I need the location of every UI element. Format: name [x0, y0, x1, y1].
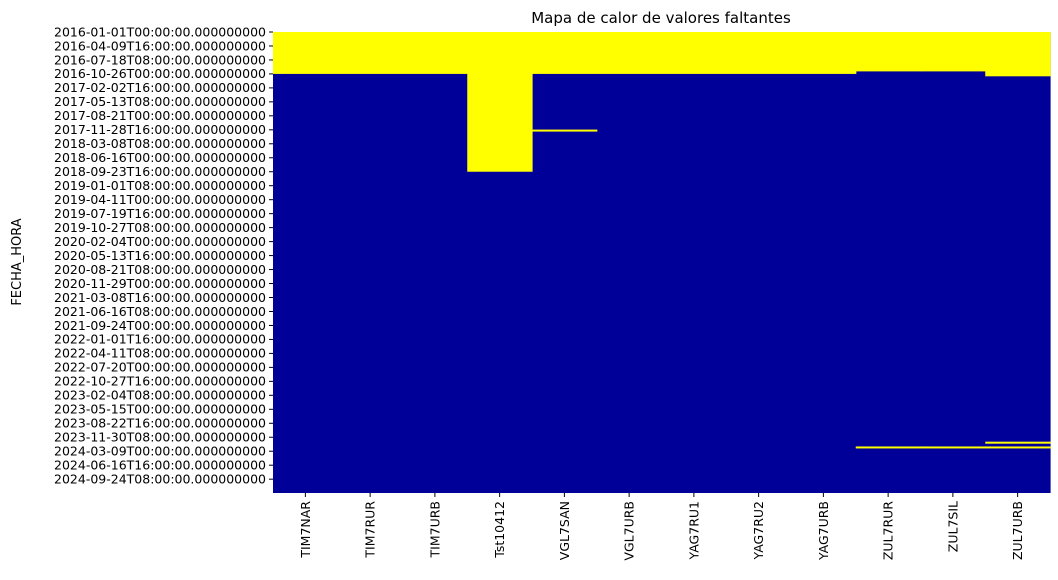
heatmap-column-vgl7urb [596, 32, 663, 493]
y-tick-label: 2022-04-11T08:00:00.000000000 [54, 346, 266, 361]
missing-band-zul7urb [985, 441, 1051, 444]
y-tick-label: 2019-10-27T08:00:00.000000000 [54, 220, 266, 235]
y-tick-label: 2023-05-15T00:00:00.000000000 [54, 402, 266, 417]
missing-band-yag7ru2 [726, 32, 792, 74]
y-tick-label: 2018-03-08T08:00:00.000000000 [54, 136, 266, 151]
y-tick-label: 2018-09-23T16:00:00.000000000 [54, 164, 266, 179]
x-tick-label-tim7nar: TIM7NAR [298, 501, 313, 559]
missing-band-tim7rur [337, 32, 404, 74]
y-tick-label: 2021-09-24T00:00:00.000000000 [54, 318, 266, 333]
y-tick-label: 2019-01-01T08:00:00.000000000 [54, 178, 266, 193]
y-tick-label: 2017-08-21T00:00:00.000000000 [54, 108, 266, 123]
chart-title: Mapa de calor de valores faltantes [531, 9, 791, 27]
x-axis-ticks: TIM7NAR TIM7RUR TIM7URB Tst10412 VGL7SAN VGL7… [298, 493, 1025, 561]
y-tick-label: 2021-03-08T16:00:00.000000000 [54, 290, 266, 305]
heatmap-column-zul7urb [985, 32, 1051, 493]
y-tick-label: 2020-11-29T00:00:00.000000000 [54, 276, 266, 291]
heatmap-column-yag7ru2 [726, 32, 792, 493]
heatmap-column-zul7rur [855, 32, 922, 493]
y-tick-label: 2024-03-09T00:00:00.000000000 [54, 444, 266, 459]
x-tick-label-zul7rur: ZUL7RUR [881, 501, 896, 560]
missing-band-zul7rur [855, 446, 922, 449]
x-tick-label-zul7urb: ZUL7URB [1010, 501, 1025, 560]
x-tick-label-tst10412: Tst10412 [492, 501, 507, 559]
y-tick-label: 2020-08-21T08:00:00.000000000 [54, 262, 266, 277]
y-tick-label: 2019-07-19T16:00:00.000000000 [54, 206, 266, 221]
y-tick-label: 2023-11-30T08:00:00.000000000 [54, 430, 266, 445]
y-tick-label: 2019-04-11T00:00:00.000000000 [54, 192, 266, 207]
heatmap-column-vgl7san [532, 32, 598, 493]
y-tick-label: 2016-01-01T00:00:00.000000000 [54, 24, 266, 39]
heatmap-cells [273, 32, 1051, 493]
heatmap-column-zul7sil [920, 32, 986, 493]
y-tick-label: 2017-02-02T16:00:00.000000000 [54, 80, 266, 95]
y-tick-label: 2016-04-09T16:00:00.000000000 [54, 38, 266, 53]
y-axis-ticks: 2016-01-01T00:00:00.0000000002016-04-09T… [54, 24, 273, 486]
x-tick-label-yag7ru2: YAG7RU2 [751, 501, 766, 560]
y-tick-label: 2023-02-04T08:00:00.000000000 [54, 388, 266, 403]
missing-band-zul7urb [985, 32, 1051, 77]
x-tick-label-zul7sil: ZUL7SIL [945, 501, 960, 552]
missing-band-yag7urb [791, 32, 857, 74]
y-axis-label: FECHA_HORA [10, 218, 25, 305]
y-tick-label: 2018-06-16T00:00:00.000000000 [54, 150, 266, 165]
y-tick-label: 2017-11-28T16:00:00.000000000 [54, 122, 266, 137]
heatmap-column-tim7rur [337, 32, 404, 493]
missing-band-vgl7san [532, 129, 598, 132]
y-tick-label: 2024-09-24T08:00:00.000000000 [54, 471, 266, 486]
x-tick-label-tim7rur: TIM7RUR [363, 501, 378, 559]
x-tick-label-vgl7urb: VGL7URB [622, 501, 637, 561]
missing-value-bands [273, 32, 1051, 449]
y-tick-label: 2016-10-26T00:00:00.000000000 [54, 66, 266, 81]
missing-band-vgl7san [532, 32, 598, 74]
missing-band-zul7sil [920, 446, 986, 449]
y-tick-label: 2022-01-01T16:00:00.000000000 [54, 332, 266, 347]
heatmap-column-tim7urb [402, 32, 468, 493]
missing-band-tim7urb [402, 32, 468, 74]
missing-band-yag7ru1 [661, 32, 727, 74]
missing-band-zul7sil [920, 32, 986, 72]
x-tick-label-vgl7san: VGL7SAN [557, 501, 572, 560]
y-tick-label: 2024-06-16T16:00:00.000000000 [54, 457, 266, 472]
heatmap-column-yag7urb [791, 32, 857, 493]
y-tick-label: 2023-08-22T16:00:00.000000000 [54, 416, 266, 431]
y-tick-label: 2022-10-27T16:00:00.000000000 [54, 374, 266, 389]
x-tick-label-yag7urb: YAG7URB [816, 501, 831, 561]
missing-band-tst10412 [467, 32, 533, 172]
missing-band-tim7nar [273, 32, 339, 74]
missing-band-zul7rur [855, 32, 922, 72]
x-tick-label-tim7urb: TIM7URB [427, 501, 442, 558]
x-tick-label-yag7ru1: YAG7RU1 [686, 501, 701, 560]
y-tick-label: 2016-07-18T08:00:00.000000000 [54, 52, 266, 67]
missing-band-zul7urb [985, 446, 1051, 449]
y-tick-label: 2022-07-20T00:00:00.000000000 [54, 360, 266, 375]
y-tick-label: 2020-05-13T16:00:00.000000000 [54, 248, 266, 263]
heatmap-column-yag7ru1 [661, 32, 727, 493]
heatmap-column-tim7nar [273, 32, 339, 493]
missing-band-vgl7urb [596, 32, 663, 74]
y-tick-label: 2020-02-04T00:00:00.000000000 [54, 234, 266, 249]
y-tick-label: 2017-05-13T08:00:00.000000000 [54, 94, 266, 109]
y-tick-label: 2021-06-16T08:00:00.000000000 [54, 304, 266, 319]
